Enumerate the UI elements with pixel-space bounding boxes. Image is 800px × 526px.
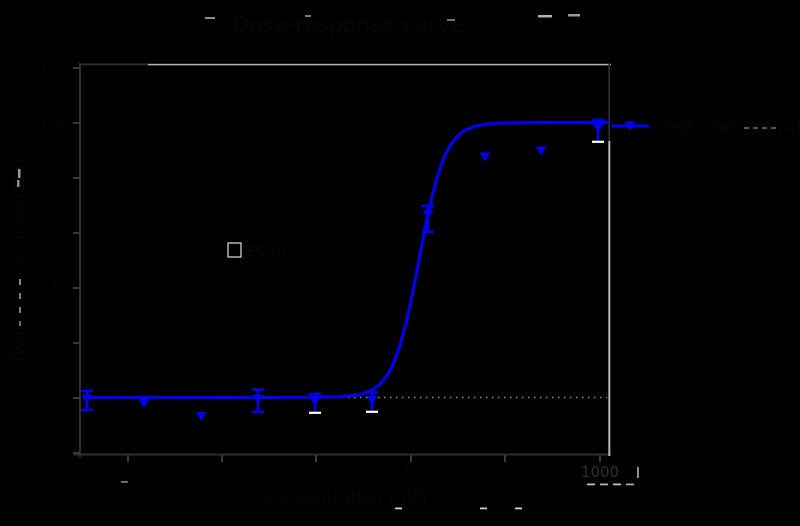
y-tick-label: 80 (49, 169, 68, 187)
y-axis-line (79, 63, 81, 457)
fit-curve (82, 120, 610, 400)
data-point (479, 152, 491, 162)
y-title-speck (19, 293, 21, 299)
x-tick-label: 100 (491, 463, 520, 481)
faint-artifacts (17, 14, 776, 510)
title-speck (305, 15, 311, 17)
x-tick-label: 1 (311, 463, 321, 481)
legend-marker-triangle (624, 121, 636, 131)
x-title-speck (480, 507, 487, 510)
data-point (252, 388, 264, 414)
legend-label: Test compound (657, 116, 800, 138)
x-title-speck (515, 507, 522, 510)
title-speck (447, 19, 455, 21)
x-tick-labels: 0.01 0.1 1 10 100 1000 (111, 463, 619, 481)
x-label-speck (121, 481, 128, 483)
data-point (422, 204, 434, 234)
x-axis-line (74, 453, 611, 456)
legend-text-speck (762, 127, 767, 129)
open-square-icon (227, 242, 242, 258)
data-point (81, 389, 93, 412)
x-label-speck (626, 483, 634, 486)
x-tick-label: 0.01 (111, 463, 144, 481)
top-spine-dark-segment (80, 63, 148, 66)
data-point (366, 391, 378, 413)
chart-title: Dose-response curve (232, 13, 464, 38)
y-tick-label: 40 (49, 279, 68, 297)
right-spine-dark-segment (608, 64, 611, 141)
data-point (195, 412, 207, 421)
y-tick-label: 20 (49, 334, 68, 352)
x-axis-title: Concentration (nM) (263, 488, 427, 508)
y-tick-label: -20 (44, 444, 69, 462)
x-title-speck (395, 507, 402, 510)
data-point (592, 118, 604, 143)
x-label-speck (637, 467, 639, 478)
x-tick-label: 1000 (581, 463, 619, 481)
right-spine-light-segment (608, 141, 611, 456)
y-title-speck (19, 321, 21, 326)
y-tick-labels: 120 100 80 60 40 20 0 -20 (39, 59, 68, 462)
title-speck (568, 14, 580, 17)
plot-frame (74, 63, 611, 457)
x-label-speck (613, 483, 621, 486)
x-label-speck (600, 483, 608, 486)
y-tick-label: 60 (49, 224, 68, 242)
y-tick-label: 120 (39, 59, 68, 77)
top-spine-light-segment (148, 63, 611, 66)
y-tick-label: 0 (58, 389, 68, 407)
annotation-text: EC50 (247, 242, 286, 260)
x-tick-label: 10 (401, 463, 420, 481)
title-speck (538, 15, 552, 18)
title-speck (205, 17, 215, 19)
y-title-speck (18, 169, 21, 178)
y-axis-ticks (73, 67, 80, 454)
y-tick-label: 100 (39, 114, 68, 132)
annotation: EC50 (227, 242, 286, 260)
legend-text-speck (771, 127, 776, 129)
y-title-speck (17, 180, 20, 187)
legend-text-speck (744, 127, 749, 129)
x-axis-ticks (127, 455, 601, 462)
data-point (535, 146, 547, 156)
data-point (309, 392, 321, 414)
data-series (81, 118, 604, 421)
legend: Test compound (612, 116, 800, 138)
data-point (138, 399, 150, 408)
y-title-speck (19, 279, 21, 285)
y-title-speck (19, 307, 21, 313)
x-tick-label: 0.1 (210, 463, 234, 481)
legend-text-speck (753, 127, 758, 129)
x-label-speck (587, 483, 595, 486)
y-axis-title: Response (% of control) (9, 159, 29, 362)
